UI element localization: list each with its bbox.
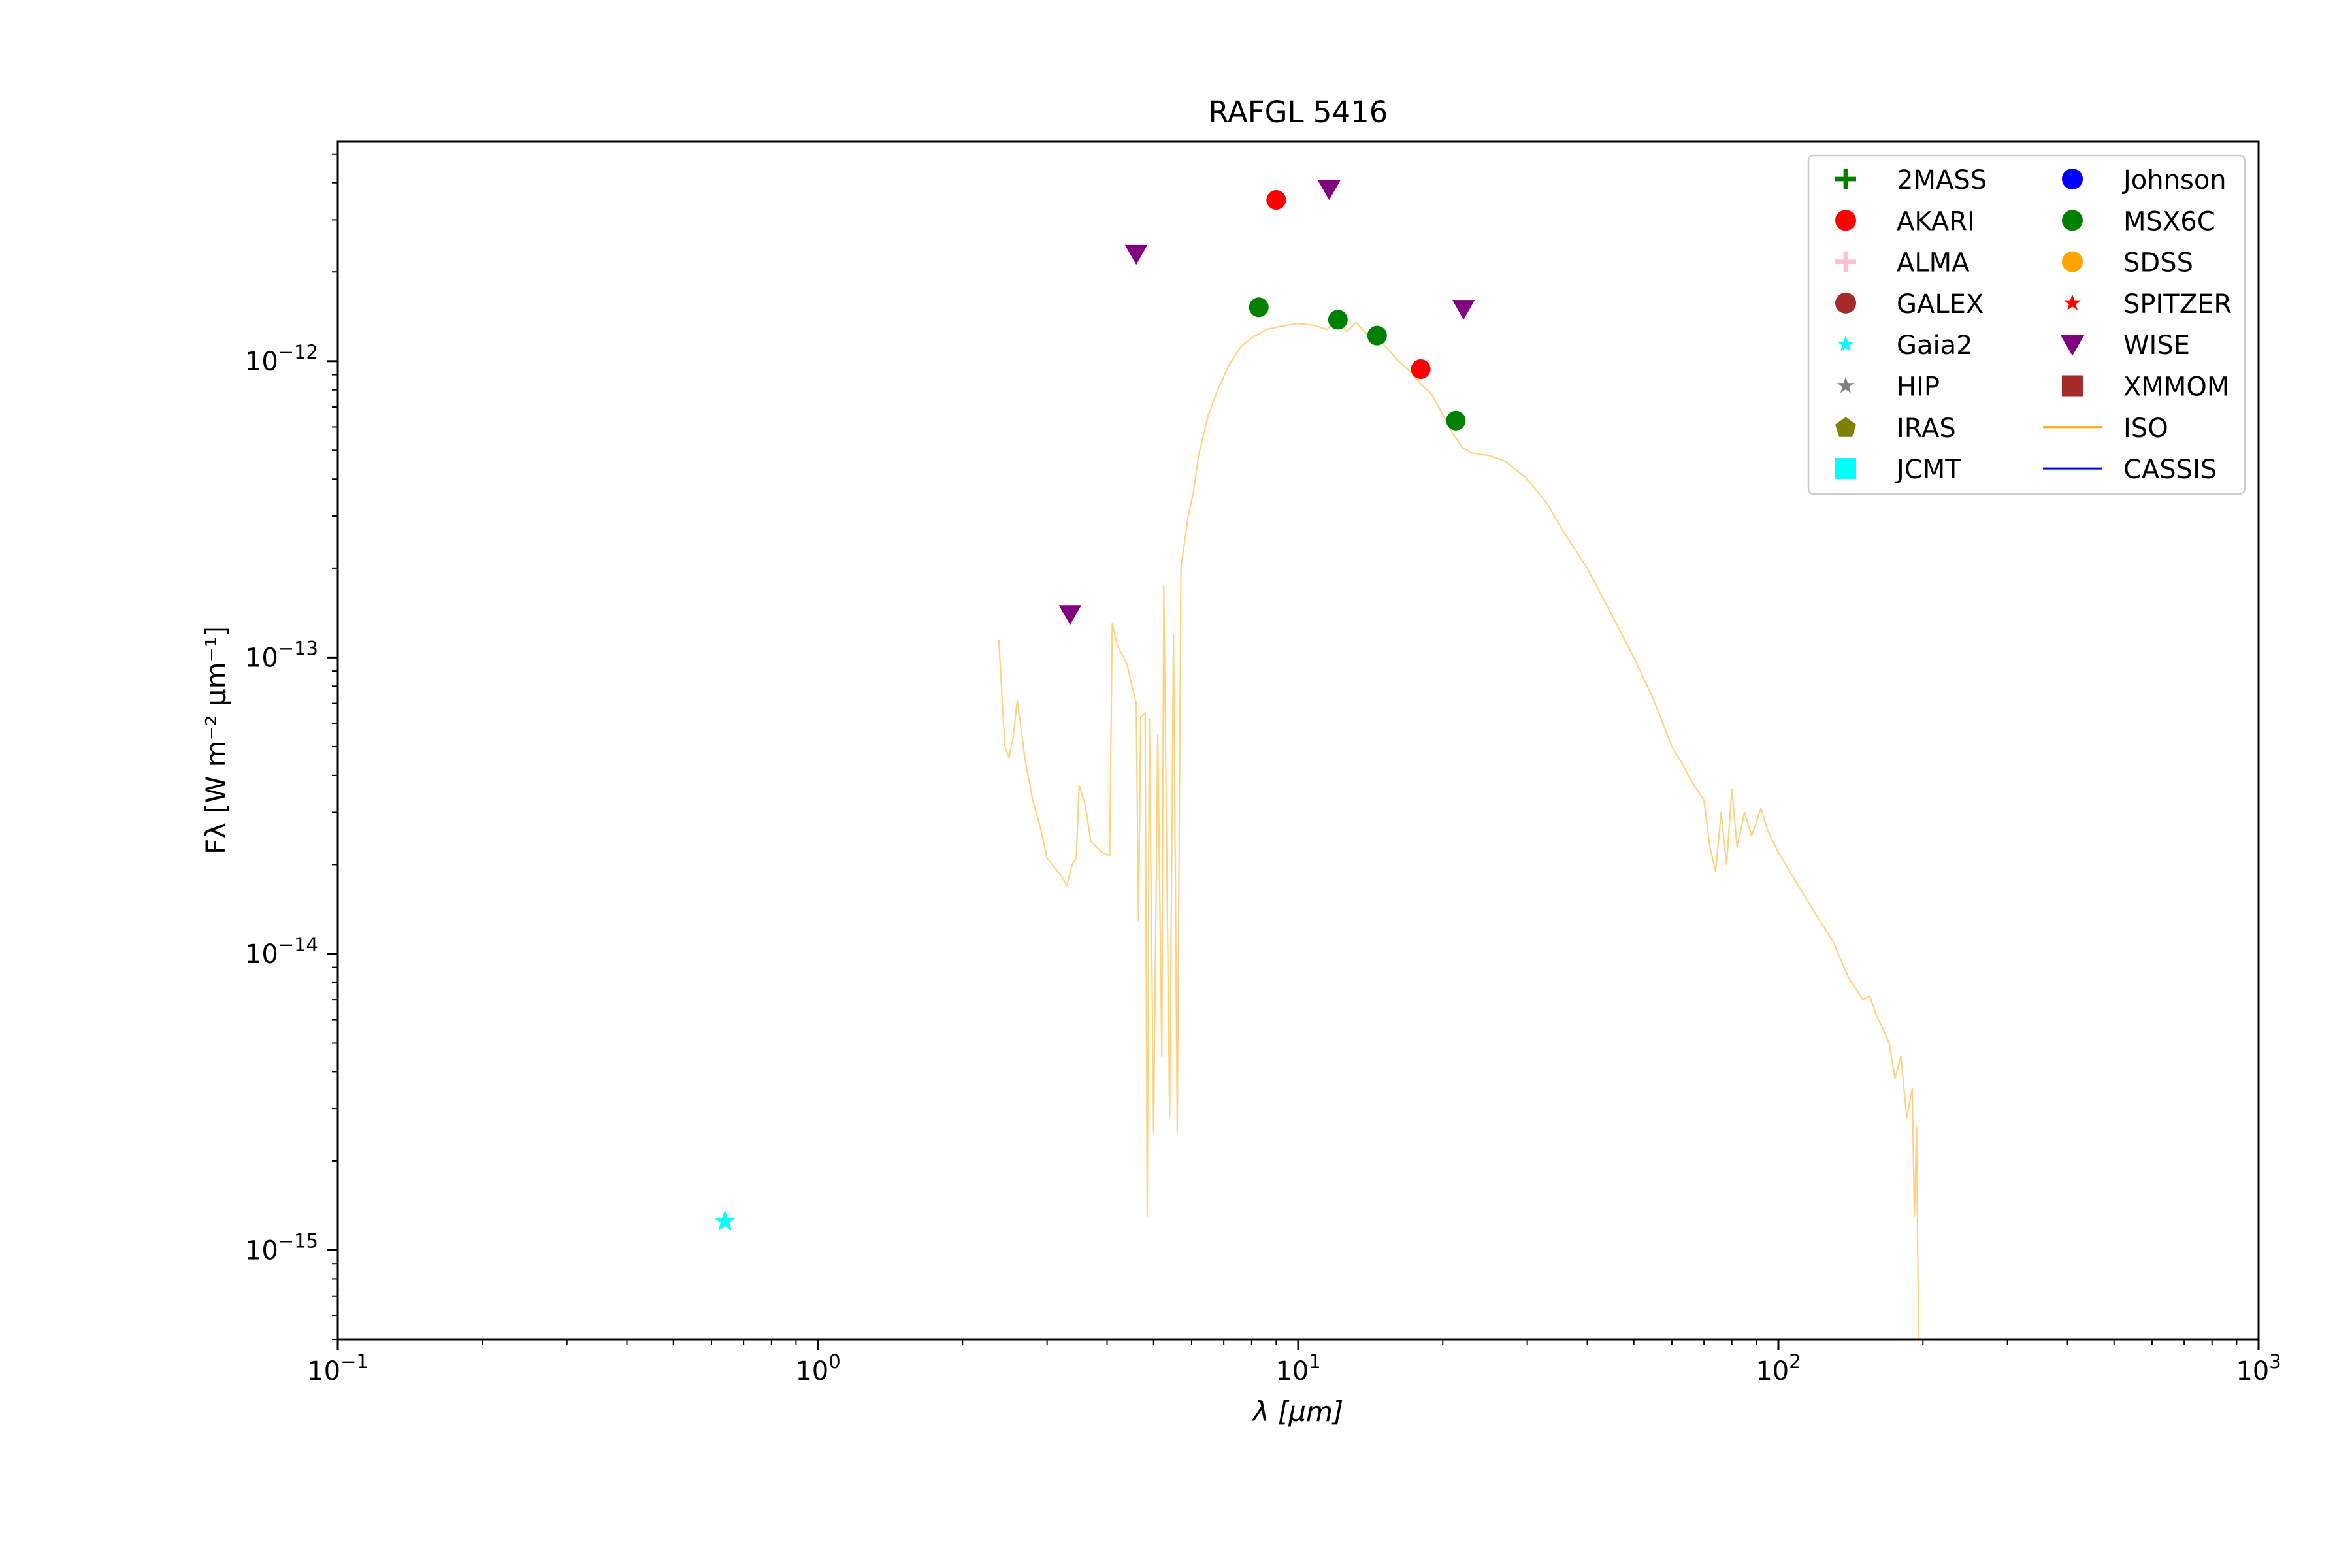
legend-marker-msx6c	[2062, 210, 2083, 231]
legend-box	[1807, 154, 2246, 495]
legend-label-jcmt: JCMT	[1895, 455, 1961, 485]
y-axis-label: Fλ [W m⁻² μm⁻¹]	[200, 626, 232, 855]
legend-label-spitzer: SPITZER	[2123, 289, 2232, 319]
data-point-msx6c	[1367, 325, 1387, 346]
data-point-wise	[1058, 605, 1082, 625]
legend-label-johnson: Johnson	[2121, 165, 2227, 195]
legend-label-alma: ALMA	[1897, 248, 1970, 278]
data-point-wise	[1318, 180, 1341, 201]
data-point-wise	[1124, 244, 1148, 265]
y-tick-label: 10−13	[245, 637, 318, 673]
data-point-akari	[1411, 359, 1431, 379]
x-tick-label: 100	[795, 1350, 840, 1386]
legend-marker-akari	[1835, 210, 1856, 231]
legend-marker-xmmom	[2062, 375, 2083, 397]
data-point-msx6c	[1446, 410, 1466, 431]
legend-label-xmmom: XMMOM	[2123, 372, 2229, 402]
legend-label-gaia2: Gaia2	[1897, 331, 1973, 361]
legend-label-galex: GALEX	[1897, 289, 1984, 319]
y-tick-label: 10−12	[245, 341, 318, 377]
legend-marker-wise	[2060, 335, 2085, 356]
legend-marker-sdss	[2062, 251, 2083, 272]
x-tick-label: 101	[1275, 1350, 1320, 1386]
data-point-msx6c	[1328, 310, 1348, 330]
legend-label-msx6c: MSX6C	[2123, 206, 2215, 237]
legend-marker-2mass	[1835, 169, 1856, 190]
data-point-gaia2	[713, 1209, 736, 1231]
legend-marker-gaia2	[1837, 335, 1854, 352]
legend-marker-galex	[1835, 292, 1856, 314]
legend-label-iras: IRAS	[1897, 414, 1956, 444]
legend-marker-hip	[1837, 376, 1854, 393]
y-tick-label: 10−14	[245, 934, 318, 970]
data-point-wise	[1452, 300, 1475, 320]
legend-marker-iras	[1835, 417, 1856, 437]
y-tick-label: 10−15	[245, 1230, 318, 1266]
legend-label-cassis: CASSIS	[2123, 455, 2217, 485]
data-point-akari	[1266, 190, 1286, 210]
legend-marker-johnson	[2062, 169, 2083, 189]
x-tick-label: 102	[1756, 1350, 1801, 1386]
plot-area	[713, 180, 1919, 1339]
legend-marker-jcmt	[1835, 458, 1856, 480]
legend-label-iso: ISO	[2123, 414, 2168, 444]
legend-marker-spitzer	[2064, 294, 2081, 310]
legend-label-2mass: 2MASS	[1897, 165, 1987, 195]
data-point-msx6c	[1249, 297, 1269, 318]
legend-label-hip: HIP	[1897, 372, 1940, 402]
x-tick-label: 10−1	[307, 1350, 368, 1386]
legend-label-akari: AKARI	[1897, 206, 1975, 237]
legend: 2MASS AKARI ALMA GALEX Gaia2 HIP IRAS JCMT Johns…	[1807, 154, 2246, 495]
x-tick-label: 103	[2236, 1350, 2281, 1386]
x-axis-label: λ [μm]	[1252, 1396, 1344, 1428]
legend-label-sdss: SDSS	[2123, 248, 2193, 278]
chart-title: RAFGL 5416	[1209, 95, 1388, 129]
legend-label-wise: WISE	[2123, 331, 2190, 361]
axes: 10−1 100 101 102 103 10−15 10−14 10−13 10−12	[245, 153, 2281, 1386]
legend-marker-alma	[1835, 251, 1856, 272]
